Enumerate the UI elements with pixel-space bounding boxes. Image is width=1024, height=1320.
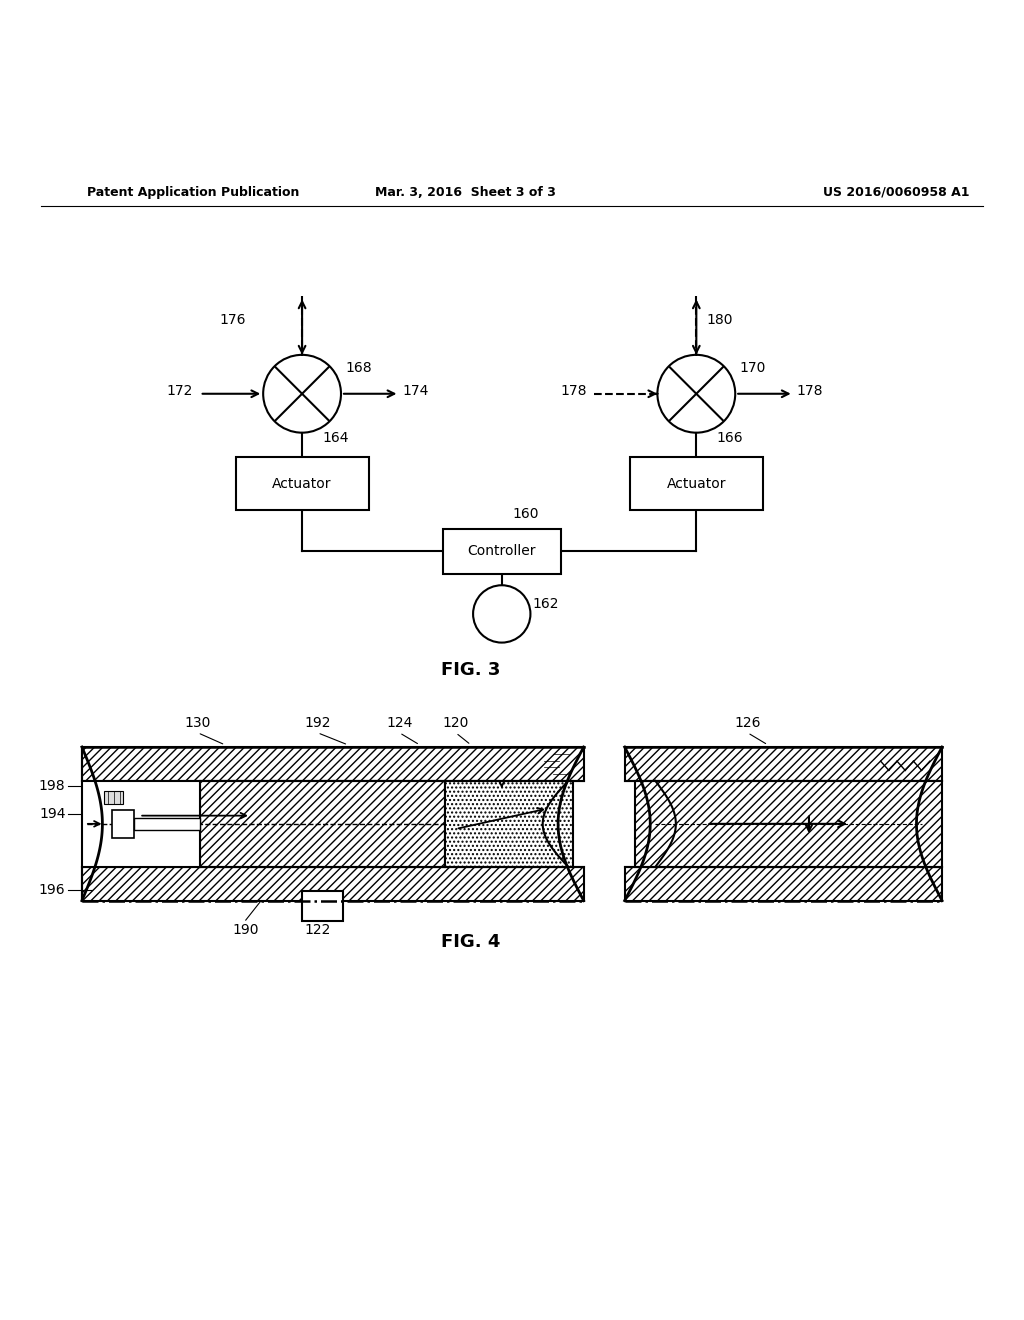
Text: US 2016/0060958 A1: US 2016/0060958 A1 <box>822 186 970 198</box>
Text: Mar. 3, 2016  Sheet 3 of 3: Mar. 3, 2016 Sheet 3 of 3 <box>376 186 556 198</box>
Text: Controller: Controller <box>468 544 536 558</box>
Text: 130: 130 <box>184 715 211 730</box>
Text: 166: 166 <box>717 430 743 445</box>
Text: 160: 160 <box>512 507 539 520</box>
Bar <box>625 747 942 781</box>
Text: Actuator: Actuator <box>272 477 332 491</box>
Bar <box>625 867 942 900</box>
Bar <box>134 817 200 830</box>
Bar <box>104 791 123 804</box>
Text: 120: 120 <box>442 715 469 730</box>
Bar <box>82 747 584 781</box>
Text: 126: 126 <box>734 715 761 730</box>
Text: 172: 172 <box>166 384 193 397</box>
Text: 122: 122 <box>304 923 331 937</box>
Bar <box>442 529 561 574</box>
Bar <box>112 810 134 838</box>
Text: 180: 180 <box>707 313 733 327</box>
Text: 124: 124 <box>386 715 413 730</box>
Bar <box>82 867 584 900</box>
Text: Actuator: Actuator <box>667 477 726 491</box>
Text: 162: 162 <box>532 597 559 611</box>
Text: 194: 194 <box>39 807 66 821</box>
Text: 170: 170 <box>739 362 766 375</box>
Bar <box>302 891 343 921</box>
Bar <box>236 457 369 511</box>
Text: 198: 198 <box>39 779 66 793</box>
Text: 176: 176 <box>219 313 246 327</box>
Bar <box>200 781 445 867</box>
Text: 178: 178 <box>797 384 823 397</box>
Text: FIG. 3: FIG. 3 <box>441 661 501 680</box>
Bar <box>445 781 573 867</box>
Bar <box>82 781 200 867</box>
Text: 174: 174 <box>402 384 429 397</box>
Bar <box>630 457 763 511</box>
Text: Patent Application Publication: Patent Application Publication <box>87 186 299 198</box>
Text: 178: 178 <box>560 384 587 397</box>
Text: 196: 196 <box>39 883 66 898</box>
Text: 168: 168 <box>345 362 372 375</box>
Circle shape <box>473 585 530 643</box>
Text: 190: 190 <box>232 923 259 937</box>
Text: 192: 192 <box>304 715 331 730</box>
Text: FIG. 4: FIG. 4 <box>441 933 501 950</box>
Bar <box>635 781 942 867</box>
Text: 164: 164 <box>323 430 349 445</box>
